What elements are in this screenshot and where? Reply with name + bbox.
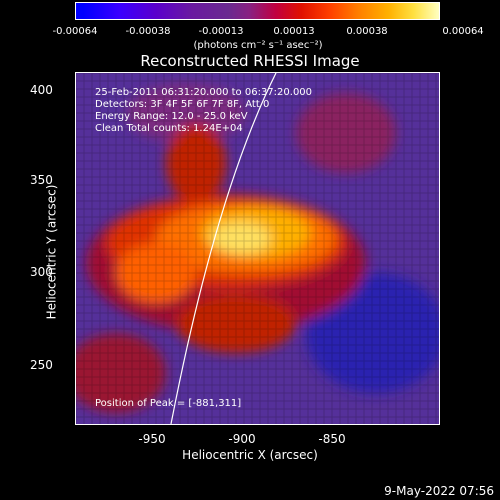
colorbar [75, 2, 440, 20]
colorbar-units: (photons cm⁻² s⁻¹ asec⁻²) [193, 40, 323, 51]
solar-limb [170, 73, 277, 424]
colorbar-tick: -0.00064 [52, 26, 98, 37]
y-tick: 400 [30, 83, 53, 97]
annotation-method: Clean Total counts: 1.24E+04 [95, 123, 243, 134]
x-tick: -850 [318, 432, 346, 446]
colorbar-tick: 0.00038 [346, 26, 388, 37]
y-tick: 250 [30, 358, 53, 372]
annotation-energy: Energy Range: 12.0 - 25.0 keV [95, 111, 248, 122]
annotation-peak: Position of Peak = [-881,311] [95, 398, 242, 409]
colorbar-tick: 0.00013 [273, 26, 315, 37]
y-axis-label: Heliocentric Y (arcsec) [44, 184, 59, 320]
annotation-detectors: Detectors: 3F 4F 5F 6F 7F 8F, Att 0 [95, 99, 270, 110]
y-tick: 300 [30, 265, 53, 279]
datestamp: 9-May-2022 07:56 [384, 484, 494, 498]
image-plot [75, 72, 440, 425]
annotation-time: 25-Feb-2011 06:31:20.000 to 06:37:20.000 [95, 87, 313, 98]
colorbar-tick: -0.00038 [125, 26, 171, 37]
colorbar-tick: 0.00064 [442, 26, 484, 37]
x-tick: -900 [228, 432, 256, 446]
x-tick: -950 [138, 432, 166, 446]
image-canvas [76, 73, 439, 424]
colorbar-tick: -0.00013 [198, 26, 244, 37]
x-axis-label: Heliocentric X (arcsec) [182, 448, 318, 462]
plot-title: Reconstructed RHESSI Image [140, 52, 360, 70]
y-tick: 350 [30, 173, 53, 187]
